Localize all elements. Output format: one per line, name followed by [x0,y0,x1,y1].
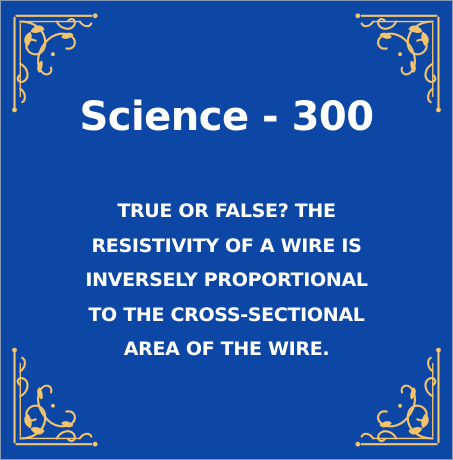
question-text: TRUE OR FALSE? THE RESISTIVITY OF A WIRE… [41,194,412,367]
question-line: AREA OF THE WIRE. [123,338,330,360]
question-line: TRUE OR FALSE? THE [117,200,336,222]
question-line: TO THE CROSS-SECTIONAL [88,303,365,326]
question-line: RESISTIVITY OF A WIRE IS [91,234,362,257]
question-line: INVERSELY PROPORTIONAL [85,269,368,291]
card-title: Science - 300 [79,94,374,140]
